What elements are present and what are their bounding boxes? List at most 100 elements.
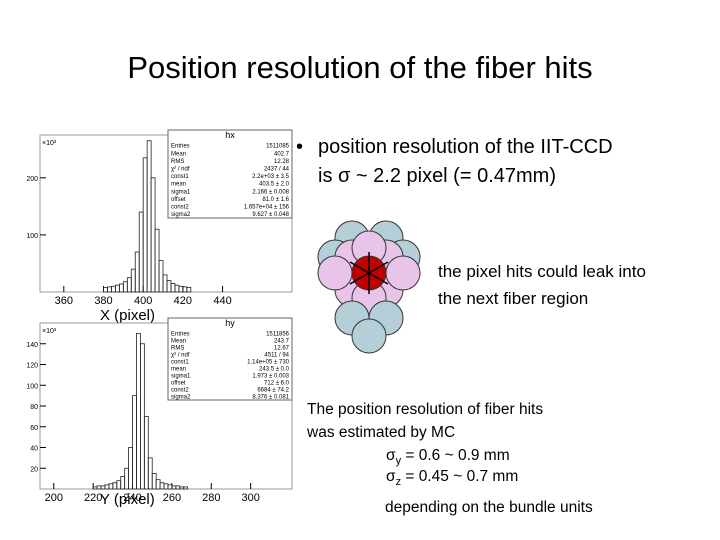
stats-key: const1 (171, 359, 189, 365)
stats-key: offset (171, 380, 186, 386)
y-tick-label: 140 (26, 342, 38, 349)
hist-bar (120, 476, 126, 490)
stats-key: sigma2 (171, 212, 191, 218)
stats-key: Entries (171, 331, 190, 337)
hist-bar (104, 484, 110, 490)
stats-value: 1.973 ± 0.003 (252, 373, 289, 379)
hist-bar (147, 457, 153, 490)
hist-bar (170, 283, 176, 293)
x-tick-label: 380 (94, 295, 112, 307)
hist-bar (151, 473, 157, 490)
hist-bar (182, 286, 188, 293)
sub: z (396, 476, 402, 488)
hist-bar (178, 285, 184, 293)
hist-bar (158, 260, 164, 293)
hist-bar (174, 284, 180, 293)
stats-value: 12.67 (274, 345, 290, 351)
stats-value: 4511 / 94 (264, 352, 289, 358)
y-tick-label: 120 (26, 363, 38, 370)
slide-title: Position resolution of the fiber hits (127, 50, 592, 85)
hist-bar (166, 280, 172, 293)
bullet-text: is σ ~ 2.2 pixel (= 0.47mm) (318, 165, 556, 187)
bullet-dot: • (296, 136, 303, 158)
sigma-z: σz = 0.45 ~ 0.7 mm (386, 468, 518, 488)
footer: depending on the bundle units (385, 499, 593, 516)
y-tick-label: 40 (30, 446, 38, 453)
stats-key: Entries (171, 144, 190, 150)
hist-bar (130, 268, 136, 293)
stats-value: 712 ± 6.0 (264, 380, 290, 386)
stats-value: 2.166 ± 0.008 (252, 189, 289, 195)
hist-bar (162, 274, 168, 293)
y-multiplier: ×10³ (42, 328, 57, 335)
stats-value: 81.0 ± 1.6 (262, 197, 289, 203)
stats-value: 8.376 ± 0.081 (252, 394, 289, 400)
stats-title: hy (225, 318, 235, 328)
hist-bar (111, 285, 116, 293)
stats-key: sigma2 (171, 394, 191, 400)
x-tick-label: 220 (84, 492, 102, 504)
stats-title: hx (225, 130, 235, 140)
stats-value: 1.657e+04 ± 156 (244, 205, 290, 211)
stats-key: const2 (171, 205, 189, 211)
sigma: σ (386, 447, 396, 464)
y-multiplier: ×10³ (42, 140, 57, 147)
hist-bar (115, 284, 120, 293)
stats-key: Mean (171, 151, 186, 157)
x-tick-label: 440 (213, 295, 231, 307)
hist-bar (140, 343, 145, 490)
leak-note: the pixel hits could leak into (438, 262, 646, 281)
hist-bar (124, 467, 129, 490)
hist-bar (183, 486, 189, 490)
stats-value: 1511856 (266, 331, 290, 337)
y-tick-label: 100 (26, 233, 38, 240)
bullet-text: position resolution of the IIT-CCD (318, 136, 613, 158)
stats-value: 6684 ± 74.2 (257, 387, 289, 393)
hist-bar (103, 287, 108, 293)
sub: y (396, 455, 402, 467)
stats-box (167, 317, 293, 401)
y-tick-label: 100 (26, 383, 38, 390)
stats-key: Mean (171, 338, 186, 344)
hist-bar (179, 486, 185, 490)
y-tick-label: 200 (26, 176, 38, 183)
stats-key: RMS (171, 345, 184, 351)
hist-bar (142, 157, 148, 293)
hist-bar (150, 177, 156, 293)
fiber-bundle (317, 220, 421, 354)
sigma-y: σy = 0.6 ~ 0.9 mm (386, 447, 510, 467)
hist-bar (136, 332, 141, 490)
stats-key: χ² / ndf (171, 167, 190, 173)
hist-bar (128, 447, 133, 490)
mc-text: The position resolution of fiber hits wa… (306, 401, 593, 516)
hist-bar (155, 479, 161, 490)
x-tick-label: 400 (134, 295, 152, 307)
hist-bar (138, 211, 144, 293)
hist-bar (132, 395, 137, 490)
stats-value: 403.5 ± 2.0 (259, 182, 290, 188)
range: = 0.45 ~ 0.7 mm (401, 468, 518, 485)
x-axis-label: Y (pixel) (100, 491, 155, 508)
x-tick-label: 360 (55, 295, 73, 307)
range: = 0.6 ~ 0.9 mm (401, 447, 510, 464)
hist-bar (167, 484, 173, 490)
hist-bar (146, 140, 152, 293)
x-tick-label: 420 (174, 295, 192, 307)
hist-bar (92, 486, 98, 490)
x-tick-label: 260 (163, 492, 181, 504)
hist-bar (112, 482, 118, 490)
x-axis-label: X (pixel) (100, 307, 155, 324)
stats-key: sigma1 (171, 189, 191, 195)
stats-value: 9.627 ± 0.048 (252, 212, 289, 218)
hist-bar (143, 415, 149, 490)
hist-bar (163, 483, 169, 490)
stats-value: 12.28 (274, 159, 290, 165)
hist-bar (108, 483, 114, 490)
stats-value: 2.2e+03 ± 3.5 (252, 174, 289, 180)
mc-line: was estimated by MC (306, 424, 455, 441)
stats-key: const1 (171, 174, 189, 180)
stats-key: offset (171, 197, 186, 203)
y-tick-label: 80 (30, 404, 38, 411)
x-tick-label: 300 (241, 492, 259, 504)
